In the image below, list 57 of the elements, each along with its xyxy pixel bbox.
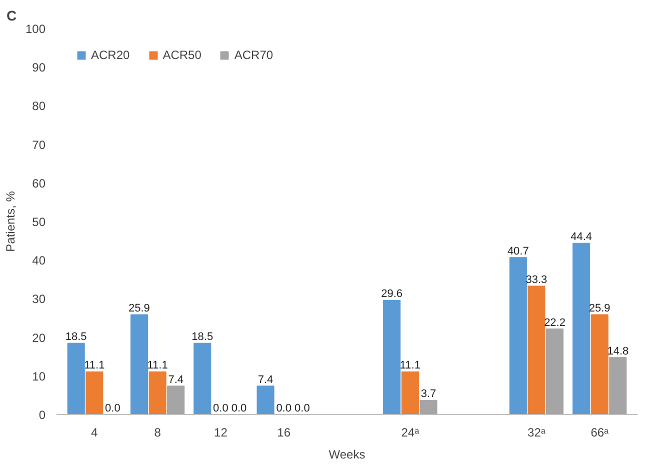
data-label: 7.4	[258, 374, 274, 386]
data-label: 0.0	[213, 402, 228, 414]
x-tick-label: 16	[277, 426, 291, 440]
bar	[194, 342, 212, 414]
y-tick-label: 60	[32, 176, 46, 190]
legend-label: ACR70	[234, 48, 274, 62]
data-label: 11.1	[147, 360, 168, 372]
y-axis-title: Patients, %	[3, 190, 18, 252]
x-tick-label: 66ᵃ	[590, 426, 610, 440]
y-tick-label: 80	[32, 99, 46, 114]
data-label: 0.0	[294, 402, 310, 414]
data-label: 18.5	[65, 331, 87, 344]
data-label: 0.0	[231, 402, 247, 414]
bar	[546, 328, 564, 414]
x-tick-label: 4	[91, 426, 98, 440]
y-tick-label: 10	[32, 369, 46, 384]
bar	[86, 371, 104, 414]
bar	[509, 257, 527, 414]
bar	[401, 371, 419, 414]
legend-label: ACR20	[91, 48, 130, 62]
bar	[130, 314, 148, 414]
x-tick-label: 8	[154, 426, 162, 440]
bar	[256, 386, 274, 414]
text: C	[6, 8, 17, 24]
x-tick-label: 32ᵃ	[528, 426, 546, 440]
bar	[67, 342, 85, 414]
y-tick-label: 30	[32, 292, 46, 306]
x-tick-label: 24ᵃ	[401, 426, 420, 440]
data-label: 40.7	[507, 245, 529, 258]
data-label: 18.5	[192, 331, 214, 344]
bar	[590, 314, 608, 414]
data-label: 25.9	[128, 302, 150, 315]
bar	[167, 386, 185, 414]
y-tick-label: 100	[25, 22, 46, 36]
legend-label: ACR50	[162, 48, 202, 62]
data-label: 29.6	[381, 288, 403, 300]
bar	[383, 300, 401, 414]
y-tick-label: 40	[32, 254, 46, 268]
bar	[148, 371, 166, 414]
y-tick-label: 90	[32, 60, 46, 75]
y-tick-label: 20	[32, 330, 46, 345]
x-tick-label: 12	[214, 426, 228, 440]
data-label: 11.1	[400, 360, 420, 372]
y-tick-label: 70	[32, 138, 46, 152]
y-tick-label: 0	[38, 408, 46, 422]
data-label: 7.4	[168, 374, 184, 386]
x-axis-title: Weeks	[328, 448, 366, 462]
data-label: 0.0	[276, 402, 292, 414]
data-label: 11.1	[84, 360, 105, 372]
data-label: 44.4	[570, 231, 592, 244]
bar	[420, 400, 438, 414]
bar	[572, 242, 590, 414]
bar	[528, 286, 546, 414]
data-label: 3.7	[420, 388, 436, 400]
bar	[609, 357, 627, 414]
y-tick-label: 50	[32, 215, 46, 229]
data-label: 0.0	[105, 402, 120, 414]
